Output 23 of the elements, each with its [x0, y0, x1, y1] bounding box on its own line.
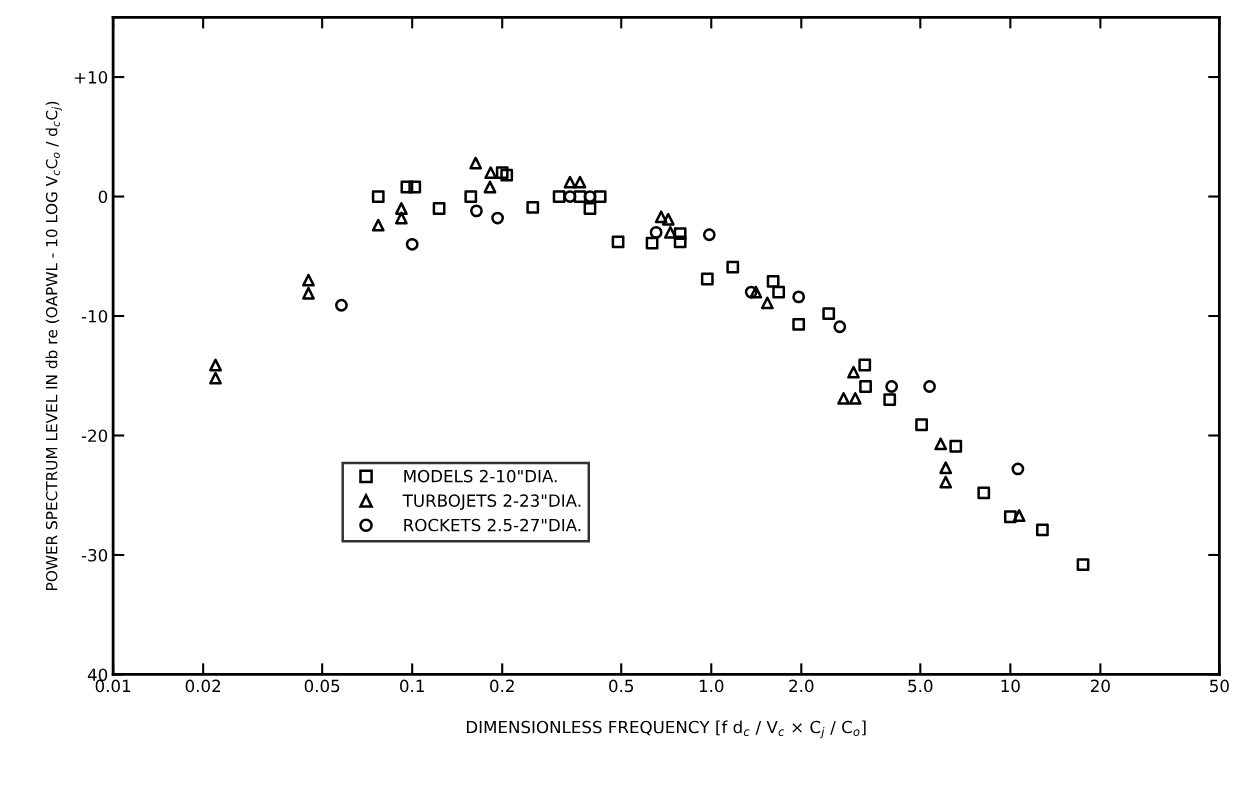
y-tick-label: -10 [81, 309, 108, 323]
y-tick-label: -30 [81, 548, 108, 562]
x-tick-label: 10 [1001, 679, 1020, 693]
x-tick-label: 0.1 [400, 679, 424, 693]
x-tick-label: 0.2 [490, 679, 514, 693]
y-tick-label: 0 [98, 190, 108, 204]
y-tick-label: +10 [74, 71, 108, 84]
text: POWER SPECTRUM LEVEL IN db re (OAPWL - 10 LOG V$_{c}$C$_{o}$ / d$_{c}$C$_{j}$) [45, 101, 62, 590]
legend-label: MODELS 2-10"DIA. [404, 469, 557, 483]
x-tick-label: 5.0 [908, 679, 933, 693]
legend-label: TURBOJETS 2-23"DIA. [402, 494, 581, 511]
x-tick-label: 0.5 [609, 679, 634, 693]
x-tick-label: 50 [1210, 679, 1229, 693]
y-tick-label: 40 [87, 668, 108, 682]
x-tick-label: 2.0 [789, 679, 814, 693]
x-tick-label: 20 [1090, 679, 1110, 693]
x-tick-label: 0.02 [185, 679, 221, 693]
x-tick-label: 0.05 [304, 679, 340, 693]
x-tick-label: 0.01 [95, 679, 131, 693]
legend-label: ROCKETS 2.5-27"DIA. [404, 518, 581, 532]
x-tick-label: 1.0 [699, 679, 724, 693]
y-tick-label: -20 [81, 429, 108, 443]
text: DIMENSIONLESS FREQUENCY [f d$_{c}$ / V$_{c}$ × C$_{j}$ / C$_{o}$] [466, 720, 866, 739]
